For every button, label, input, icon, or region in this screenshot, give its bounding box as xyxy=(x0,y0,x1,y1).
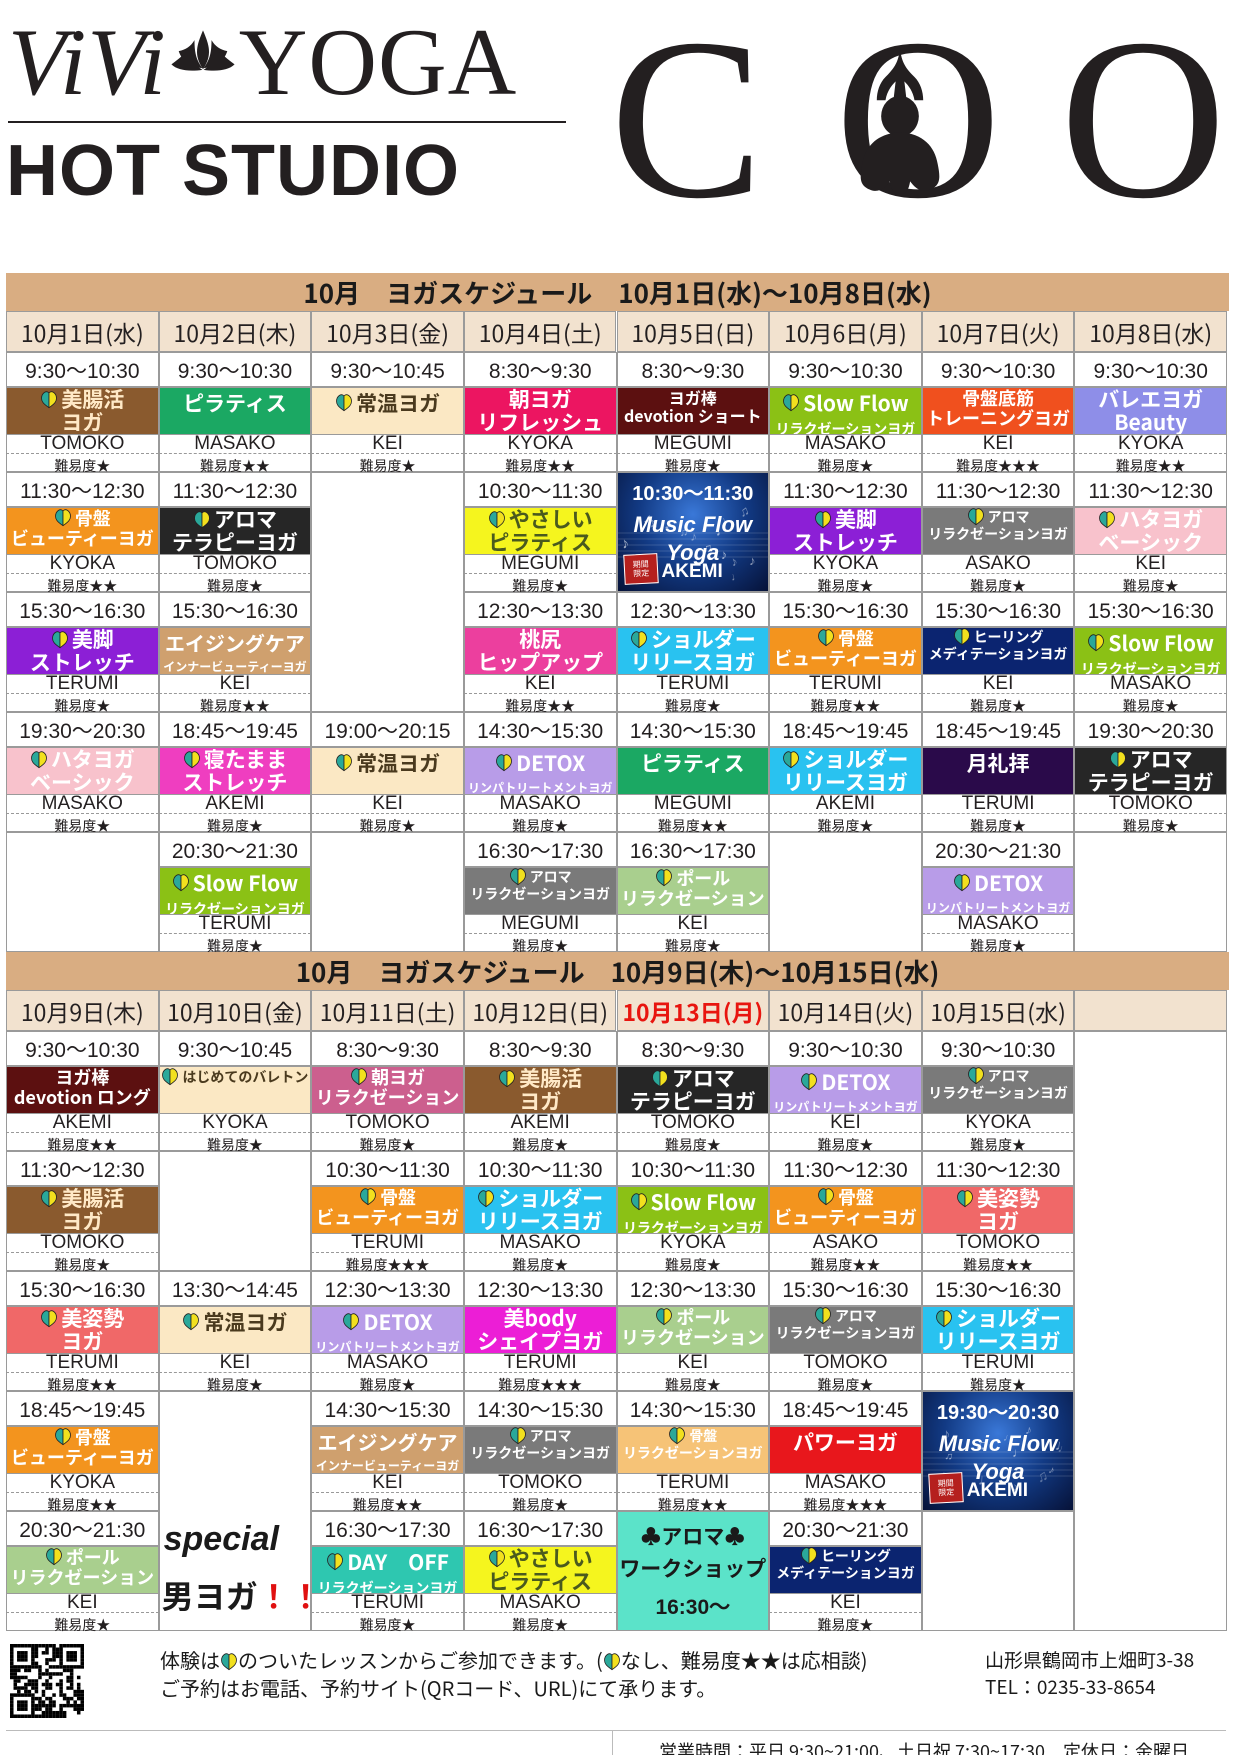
svg-text:♩: ♩ xyxy=(729,570,743,584)
svg-text:C: C xyxy=(610,8,763,240)
svg-text:O: O xyxy=(1060,8,1226,240)
svg-text:O: O xyxy=(835,8,1001,240)
